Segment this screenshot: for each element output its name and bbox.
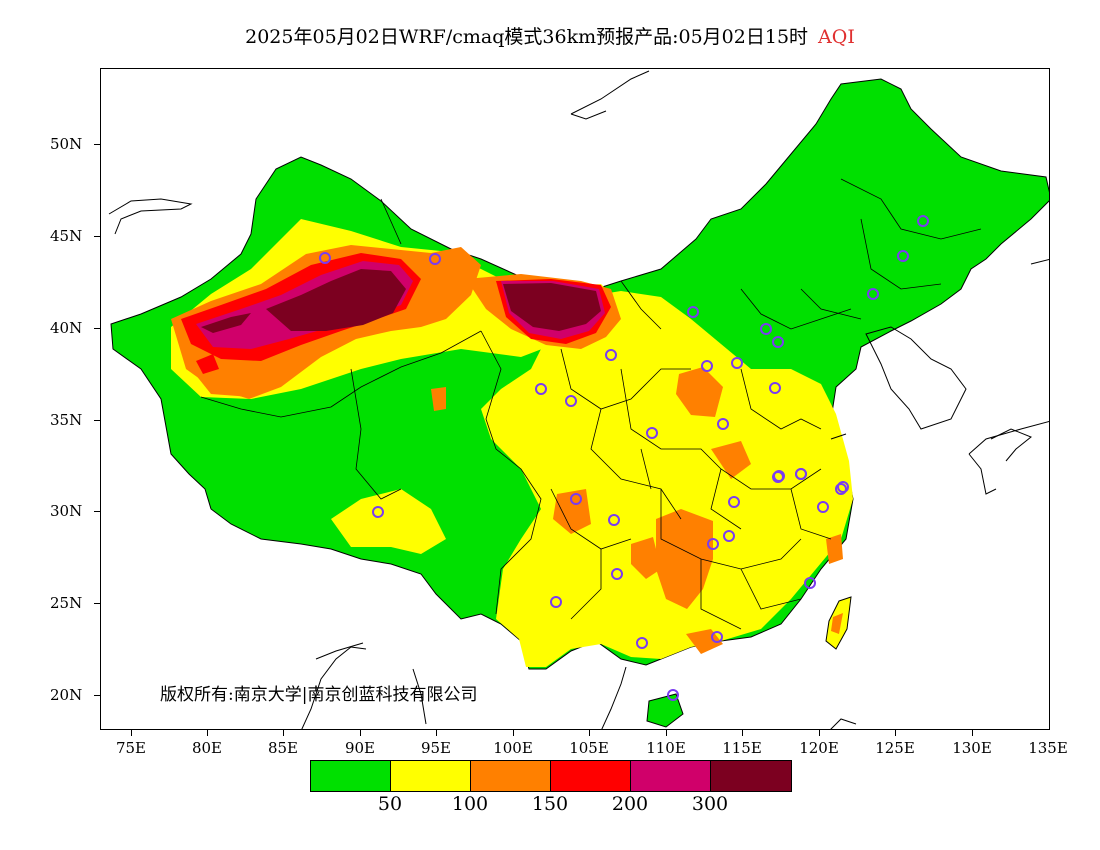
legend-label-100: 100 <box>451 793 489 815</box>
x-tick <box>131 730 132 736</box>
hainan-island <box>646 693 684 728</box>
y-tick <box>94 328 100 329</box>
x-tick <box>360 730 361 736</box>
x-tick <box>436 730 437 736</box>
legend-swatch-purple <box>631 761 711 791</box>
x-axis-label-75e: 75E <box>115 739 147 757</box>
station-marker <box>817 501 829 513</box>
legend-label-150: 150 <box>531 793 569 815</box>
legend-label-300: 300 <box>691 793 729 815</box>
station-marker <box>611 568 623 580</box>
copyright-text: 版权所有:南京大学|南京创蓝科技有限公司 <box>160 685 478 705</box>
legend-swatch-red <box>551 761 631 791</box>
map-title: 2025年05月02日WRF/cmaq模式36km预报产品:05月02日15时 A… <box>0 22 1100 49</box>
y-axis-label-20n: 20N <box>50 686 83 704</box>
x-axis-label-95e: 95E <box>420 739 452 757</box>
station-marker <box>701 360 713 372</box>
station-marker <box>723 530 735 542</box>
y-tick <box>94 144 100 145</box>
station-marker <box>711 631 723 643</box>
x-tick <box>283 730 284 736</box>
x-axis-label-125e: 125E <box>875 739 915 757</box>
map-panel <box>100 68 1050 730</box>
x-axis-label-100e: 100E <box>493 739 533 757</box>
legend-swatch-maroon <box>711 761 791 791</box>
station-marker <box>917 215 929 227</box>
y-tick <box>94 420 100 421</box>
y-tick <box>94 511 100 512</box>
x-axis-label-90e: 90E <box>344 739 376 757</box>
station-marker <box>728 496 740 508</box>
legend-swatch-yellow <box>391 761 471 791</box>
station-marker <box>804 577 816 589</box>
y-axis-label-45n: 45N <box>50 227 83 245</box>
x-axis-label-110e: 110E <box>646 739 686 757</box>
legend-swatch-orange <box>471 761 551 791</box>
legend-label-200: 200 <box>611 793 649 815</box>
y-axis-label-50n: 50N <box>50 135 83 153</box>
station-marker <box>769 382 781 394</box>
x-tick <box>666 730 667 736</box>
station-marker <box>773 470 785 482</box>
station-marker <box>731 357 743 369</box>
station-marker <box>550 596 562 608</box>
station-marker <box>707 538 719 550</box>
x-tick <box>742 730 743 736</box>
station-marker <box>772 336 784 348</box>
station-marker <box>835 483 847 495</box>
color-legend <box>310 760 792 792</box>
station-marker <box>760 323 772 335</box>
y-tick <box>94 603 100 604</box>
x-axis-label-85e: 85E <box>267 739 299 757</box>
station-marker <box>687 306 699 318</box>
station-marker <box>667 689 679 701</box>
x-axis-label-120e: 120E <box>799 739 839 757</box>
station-marker <box>570 493 582 505</box>
y-axis-label-35n: 35N <box>50 411 83 429</box>
x-axis-label-105e: 105E <box>569 739 609 757</box>
aqi-maroon-zones <box>201 269 601 333</box>
neighboring-coastlines <box>108 70 1049 729</box>
station-marker <box>646 427 658 439</box>
x-axis-label-130e: 130E <box>952 739 992 757</box>
x-axis-label-115e: 115E <box>722 739 762 757</box>
x-tick <box>819 730 820 736</box>
y-tick <box>94 695 100 696</box>
station-marker <box>867 288 879 300</box>
station-marker <box>372 506 384 518</box>
station-marker <box>565 395 577 407</box>
x-tick <box>895 730 896 736</box>
legend-label-50: 50 <box>377 793 403 815</box>
title-text: 2025年05月02日WRF/cmaq模式36km预报产品:05月02日15时 <box>245 26 809 48</box>
station-marker <box>319 252 331 264</box>
y-axis-label-40n: 40N <box>50 319 83 337</box>
station-marker <box>636 637 648 649</box>
x-tick <box>513 730 514 736</box>
station-marker <box>429 253 441 265</box>
station-marker <box>795 468 807 480</box>
aqi-map <box>108 70 1049 729</box>
station-marker <box>897 250 909 262</box>
y-axis-label-30n: 30N <box>50 502 83 520</box>
province-boundaries <box>200 178 982 630</box>
station-marker <box>608 514 620 526</box>
x-tick <box>207 730 208 736</box>
y-axis-label-25n: 25N <box>50 594 83 612</box>
station-marker <box>837 481 849 493</box>
taiwan-hotspot <box>831 613 843 634</box>
station-marker <box>605 349 617 361</box>
station-marker <box>717 418 729 430</box>
title-variable: AQI <box>818 26 855 48</box>
x-axis-label-80e: 80E <box>191 739 223 757</box>
legend-swatch-green <box>311 761 391 791</box>
monitoring-stations <box>319 215 929 701</box>
x-tick <box>972 730 973 736</box>
x-tick <box>589 730 590 736</box>
x-axis-label-135e: 135E <box>1028 739 1068 757</box>
y-tick <box>94 236 100 237</box>
station-marker <box>535 383 547 395</box>
